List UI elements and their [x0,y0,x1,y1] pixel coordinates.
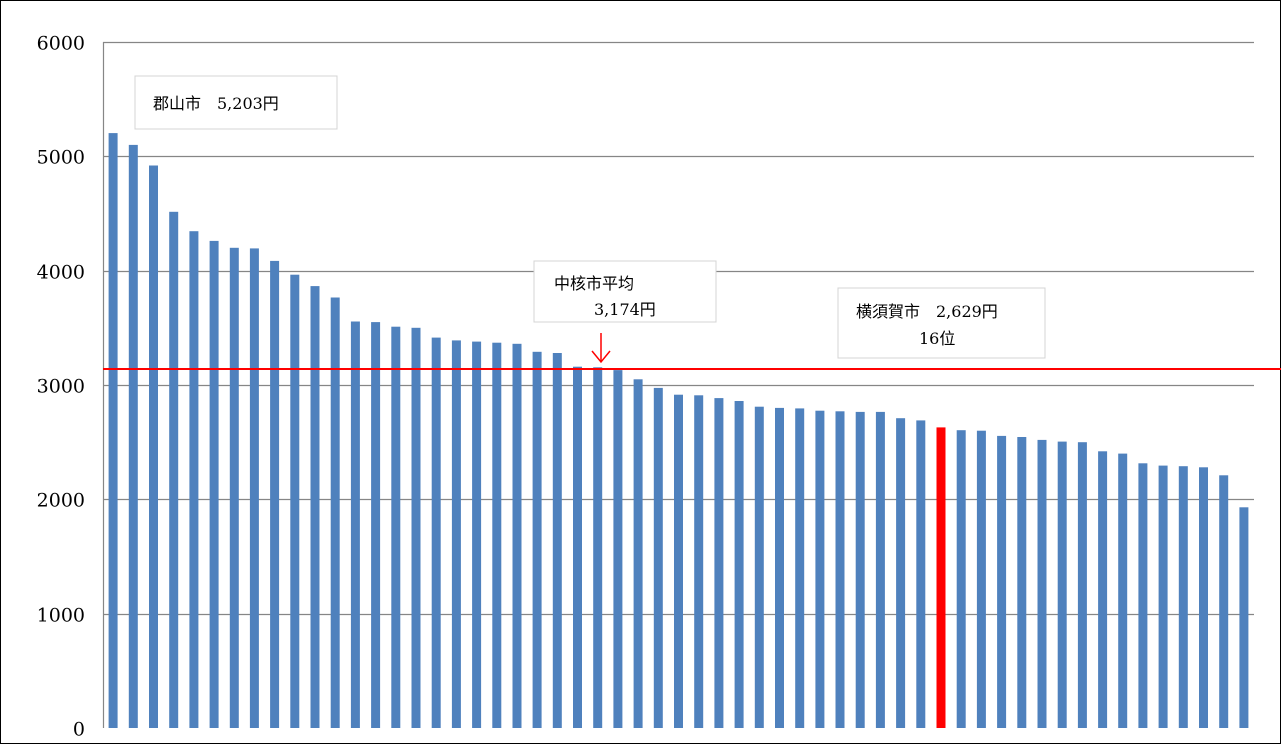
y-tick-label: 2000 [37,490,85,512]
bar [694,395,704,728]
annotation-yokosuka-label: 横須賀市 2,629円 [856,302,998,321]
annotation-yokosuka-rank: 16位 [919,329,955,348]
bar [209,240,219,728]
annotation-average-box [533,260,717,323]
bar [108,133,118,729]
bar [795,408,805,728]
bar [149,165,158,728]
bar [391,326,401,728]
bar [229,247,239,729]
bar [976,430,986,728]
y-tick-label: 0 [73,719,85,741]
bar [431,337,441,728]
bar [512,343,522,728]
bar [270,260,280,728]
bar [1118,453,1128,728]
bar [128,144,138,728]
bar [1017,437,1027,728]
annotation-average-title: 中核市平均 [554,274,634,293]
bar [532,351,542,728]
bar [189,231,199,728]
bar [1239,507,1249,728]
bar [1178,466,1188,728]
annotation-average-value: 3,174円 [594,300,656,319]
bar [593,367,603,728]
bar [633,379,643,728]
bar [169,211,179,729]
bar [1077,442,1087,728]
bar-highlight [936,427,946,728]
bar [492,342,502,728]
bar [330,297,340,728]
bar [956,430,966,728]
bar [552,353,562,728]
arrow-head [591,350,611,364]
bar [674,394,683,728]
bars [108,133,1249,729]
bar [754,406,764,728]
bar [775,407,784,728]
bar [734,401,744,728]
bar [350,321,360,728]
bar [451,340,461,728]
y-tick-label: 4000 [37,262,85,284]
annotation-max: 郡山市 5,203円 [134,75,338,130]
bar [472,341,482,728]
bar [653,387,663,728]
bar [1158,465,1168,728]
bar [573,366,582,728]
bar [875,411,885,728]
annotation-average: 中核市平均 3,174円 [533,260,717,323]
bar [714,398,724,728]
bar [371,322,381,728]
bar [1057,441,1067,728]
bar [249,248,259,728]
bar [411,327,421,728]
annotation-max-label: 郡山市 5,203円 [153,94,279,113]
annotation-yokosuka: 横須賀市 2,629円 16位 [837,287,1046,359]
bar [916,420,926,728]
bar [1037,439,1047,728]
y-tick-label: 1000 [37,605,85,627]
bar [310,286,320,728]
bar [815,410,825,728]
bar [1098,451,1108,728]
bar [290,274,300,728]
y-tick-label: 5000 [37,147,85,169]
bar [855,411,865,728]
average-arrow [591,333,611,364]
annotation-max-box [134,75,338,130]
bar [1199,467,1208,728]
bar [896,418,906,728]
bar [613,370,623,728]
y-tick-label: 6000 [37,33,85,55]
bar [1219,475,1229,728]
bar [835,411,845,728]
y-tick-label: 3000 [37,376,85,398]
y-axis: 0 1000 2000 3000 4000 5000 6000 [37,33,105,741]
annotation-yokosuka-box [837,287,1046,359]
bar [1138,463,1148,728]
bar [997,435,1007,728]
